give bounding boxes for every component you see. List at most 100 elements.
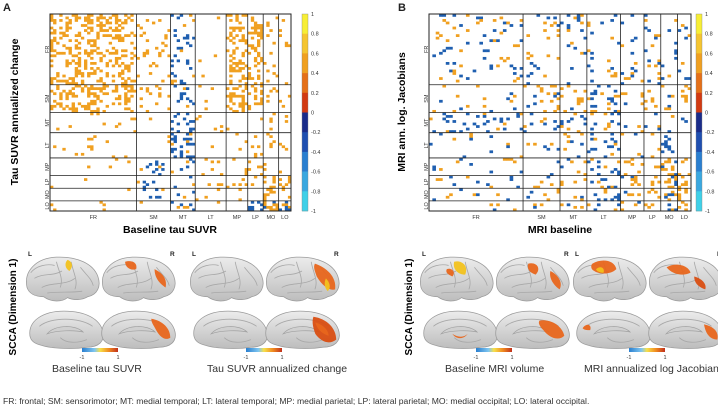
heatmap-a-cell: [182, 117, 187, 121]
heatmap-a-cell: [247, 104, 252, 108]
heatmap-b-cell: [432, 165, 436, 169]
heatmap-a-cell: [114, 14, 119, 17]
heatmap-a-cell: [241, 178, 245, 181]
heatmap-a-cell: [238, 69, 242, 73]
heatmap-a-cell: [253, 97, 258, 101]
heatmap-b-colorbar-tick: -0.6: [705, 170, 714, 176]
heatmap-a-cell: [114, 61, 119, 65]
heatmap-b-cell: [680, 61, 685, 65]
heatmap-a-cell: [263, 205, 267, 209]
heatmap-a-cell: [117, 74, 122, 78]
heatmap-a-cell: [56, 79, 60, 83]
heatmap-b-cell: [566, 24, 571, 27]
heatmap-a-cell: [68, 49, 72, 53]
brain-tau-change-medial-left: [193, 310, 268, 349]
heatmap-a-cell: [68, 51, 72, 55]
heatmap-b-cell: [465, 175, 470, 179]
heatmap-a-cell: [124, 92, 128, 96]
heatmap-a-cell: [182, 92, 187, 96]
heatmap-b-cell: [492, 39, 497, 43]
heatmap-a-cell: [219, 130, 224, 133]
heatmap-a-cell: [74, 34, 79, 37]
heatmap-b-cell: [603, 165, 608, 169]
heatmap-a-cell: [189, 130, 193, 133]
heatmap-a-cell: [65, 46, 69, 50]
heatmap-b-cell: [623, 77, 628, 80]
heatmap-b-cell: [586, 64, 591, 68]
heatmap-b-cell: [455, 34, 460, 37]
heatmap-a-cell: [185, 112, 190, 116]
heatmap-b-cell: [553, 21, 557, 25]
heatmap-a-cell: [257, 39, 261, 43]
heatmap-b-cell: [674, 178, 678, 181]
heatmap-a-cell: [124, 84, 128, 88]
heatmap-a-cell: [238, 26, 242, 30]
heatmap-a-cell: [241, 67, 245, 70]
heatmap-a-cell: [176, 122, 181, 126]
heatmap-b-cell: [449, 130, 453, 133]
heatmap-a-cell: [50, 107, 54, 111]
heatmap-a-row-label: MT: [45, 118, 51, 127]
heatmap-b-cell: [633, 175, 638, 179]
heatmap-b-cell: [590, 92, 594, 96]
heatmap-a-cell: [50, 64, 54, 68]
heatmap-a-col-label: LT: [208, 215, 215, 221]
heatmap-a-cell: [263, 168, 267, 171]
heatmap-a-cell: [247, 31, 252, 35]
heatmap-a-cell: [158, 165, 162, 169]
heatmap-b-cell: [502, 127, 507, 131]
heatmap-b-cell: [479, 16, 483, 20]
heatmap-b-cell: [445, 61, 450, 65]
activation-blob: [704, 324, 718, 340]
heatmap-a-cell: [229, 31, 233, 35]
heatmap-a-cell: [87, 26, 91, 30]
heatmap-a-cell: [238, 79, 242, 83]
heatmap-a-cell: [87, 165, 91, 169]
heatmap-a-cell: [235, 61, 239, 65]
heatmap-b-cell: [596, 203, 601, 207]
heatmap-b-cell: [607, 59, 611, 63]
heatmap-b-row-label: MT: [424, 118, 430, 127]
heatmap-b-cell: [452, 109, 457, 113]
heatmap-b-cell: [586, 24, 591, 27]
heatmap-b-cell: [519, 127, 524, 131]
heatmap-a-cell: [257, 69, 261, 73]
heatmap-a-cell: [247, 160, 252, 164]
heatmap-a-cell: [253, 64, 258, 68]
heatmap-b-cell: [637, 200, 641, 204]
heatmap-a-cell: [238, 147, 242, 151]
heatmap-a-cell: [71, 107, 75, 111]
heatmap-b-cell: [496, 39, 500, 43]
heatmap-b-cell: [657, 82, 662, 85]
heatmap-a-cell: [124, 14, 128, 17]
heatmap-a-cell: [155, 188, 159, 192]
activation-blob: [314, 263, 336, 290]
heatmap-b-cell: [459, 49, 463, 53]
heatmap-b-colorbar-tick: -1: [705, 209, 710, 215]
heatmap-a-cell: [62, 51, 66, 55]
heatmap-a-cell: [219, 173, 224, 176]
heatmap-b-cell: [539, 87, 544, 91]
color-scale-max: 1: [116, 355, 119, 361]
color-scale-bar: [82, 348, 118, 352]
heatmap-a-cell: [232, 26, 236, 30]
heatmap-a-cell: [145, 19, 150, 22]
heatmap-b-cell: [523, 125, 527, 128]
heatmap-b-cell: [536, 67, 541, 70]
heatmap-b-cell: [519, 74, 524, 78]
heatmap-a-cell: [161, 163, 165, 166]
heatmap-b-cell: [640, 163, 645, 166]
heatmap-a-cell: [170, 79, 174, 83]
heatmap-a-cell: [192, 208, 196, 212]
heatmap-b-cell: [556, 188, 561, 192]
heatmap-a-cell: [275, 208, 279, 212]
heatmap-b-cell: [509, 175, 514, 179]
heatmap-a-cell: [59, 19, 63, 22]
heatmap-a-cell: [87, 21, 91, 25]
heatmap-b-cell: [543, 21, 547, 25]
heatmap-a-cell: [87, 19, 91, 22]
heatmap-b-cell: [617, 160, 621, 164]
heatmap-a-cell: [269, 89, 273, 93]
heatmap-a-cell: [90, 44, 94, 48]
heatmap-b-cell: [449, 69, 453, 73]
